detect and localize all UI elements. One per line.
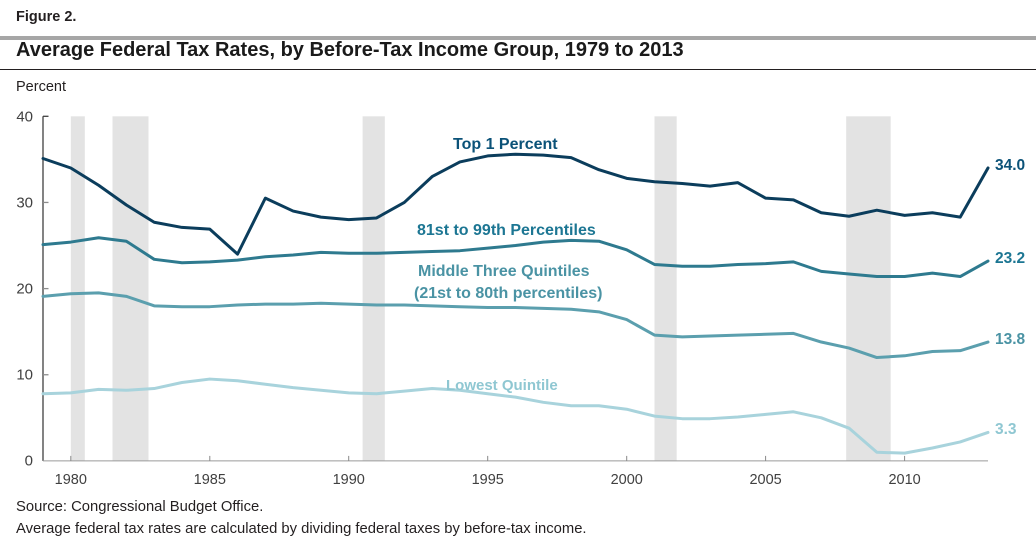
svg-text:(21st to 80th percentiles): (21st to 80th percentiles): [414, 285, 603, 302]
svg-text:Lowest Quintile: Lowest Quintile: [446, 377, 558, 394]
svg-text:1995: 1995: [472, 472, 504, 488]
svg-text:30: 30: [16, 195, 33, 212]
svg-text:10: 10: [16, 367, 33, 384]
svg-text:2005: 2005: [749, 472, 781, 488]
svg-text:3.3: 3.3: [995, 421, 1017, 438]
svg-text:34.0: 34.0: [995, 157, 1025, 174]
svg-text:1985: 1985: [194, 472, 226, 488]
svg-text:1980: 1980: [55, 472, 87, 488]
svg-text:23.2: 23.2: [995, 250, 1025, 267]
svg-text:20: 20: [16, 281, 33, 298]
svg-text:Middle Three Quintiles: Middle Three Quintiles: [418, 263, 590, 280]
svg-text:Top 1 Percent: Top 1 Percent: [453, 136, 558, 153]
svg-text:0: 0: [25, 453, 33, 470]
svg-text:2000: 2000: [611, 472, 643, 488]
svg-text:1990: 1990: [333, 472, 365, 488]
svg-text:81st to 99th Percentiles: 81st to 99th Percentiles: [417, 222, 596, 239]
svg-text:40: 40: [16, 109, 33, 126]
svg-text:13.8: 13.8: [995, 331, 1026, 348]
svg-text:2010: 2010: [888, 472, 920, 488]
